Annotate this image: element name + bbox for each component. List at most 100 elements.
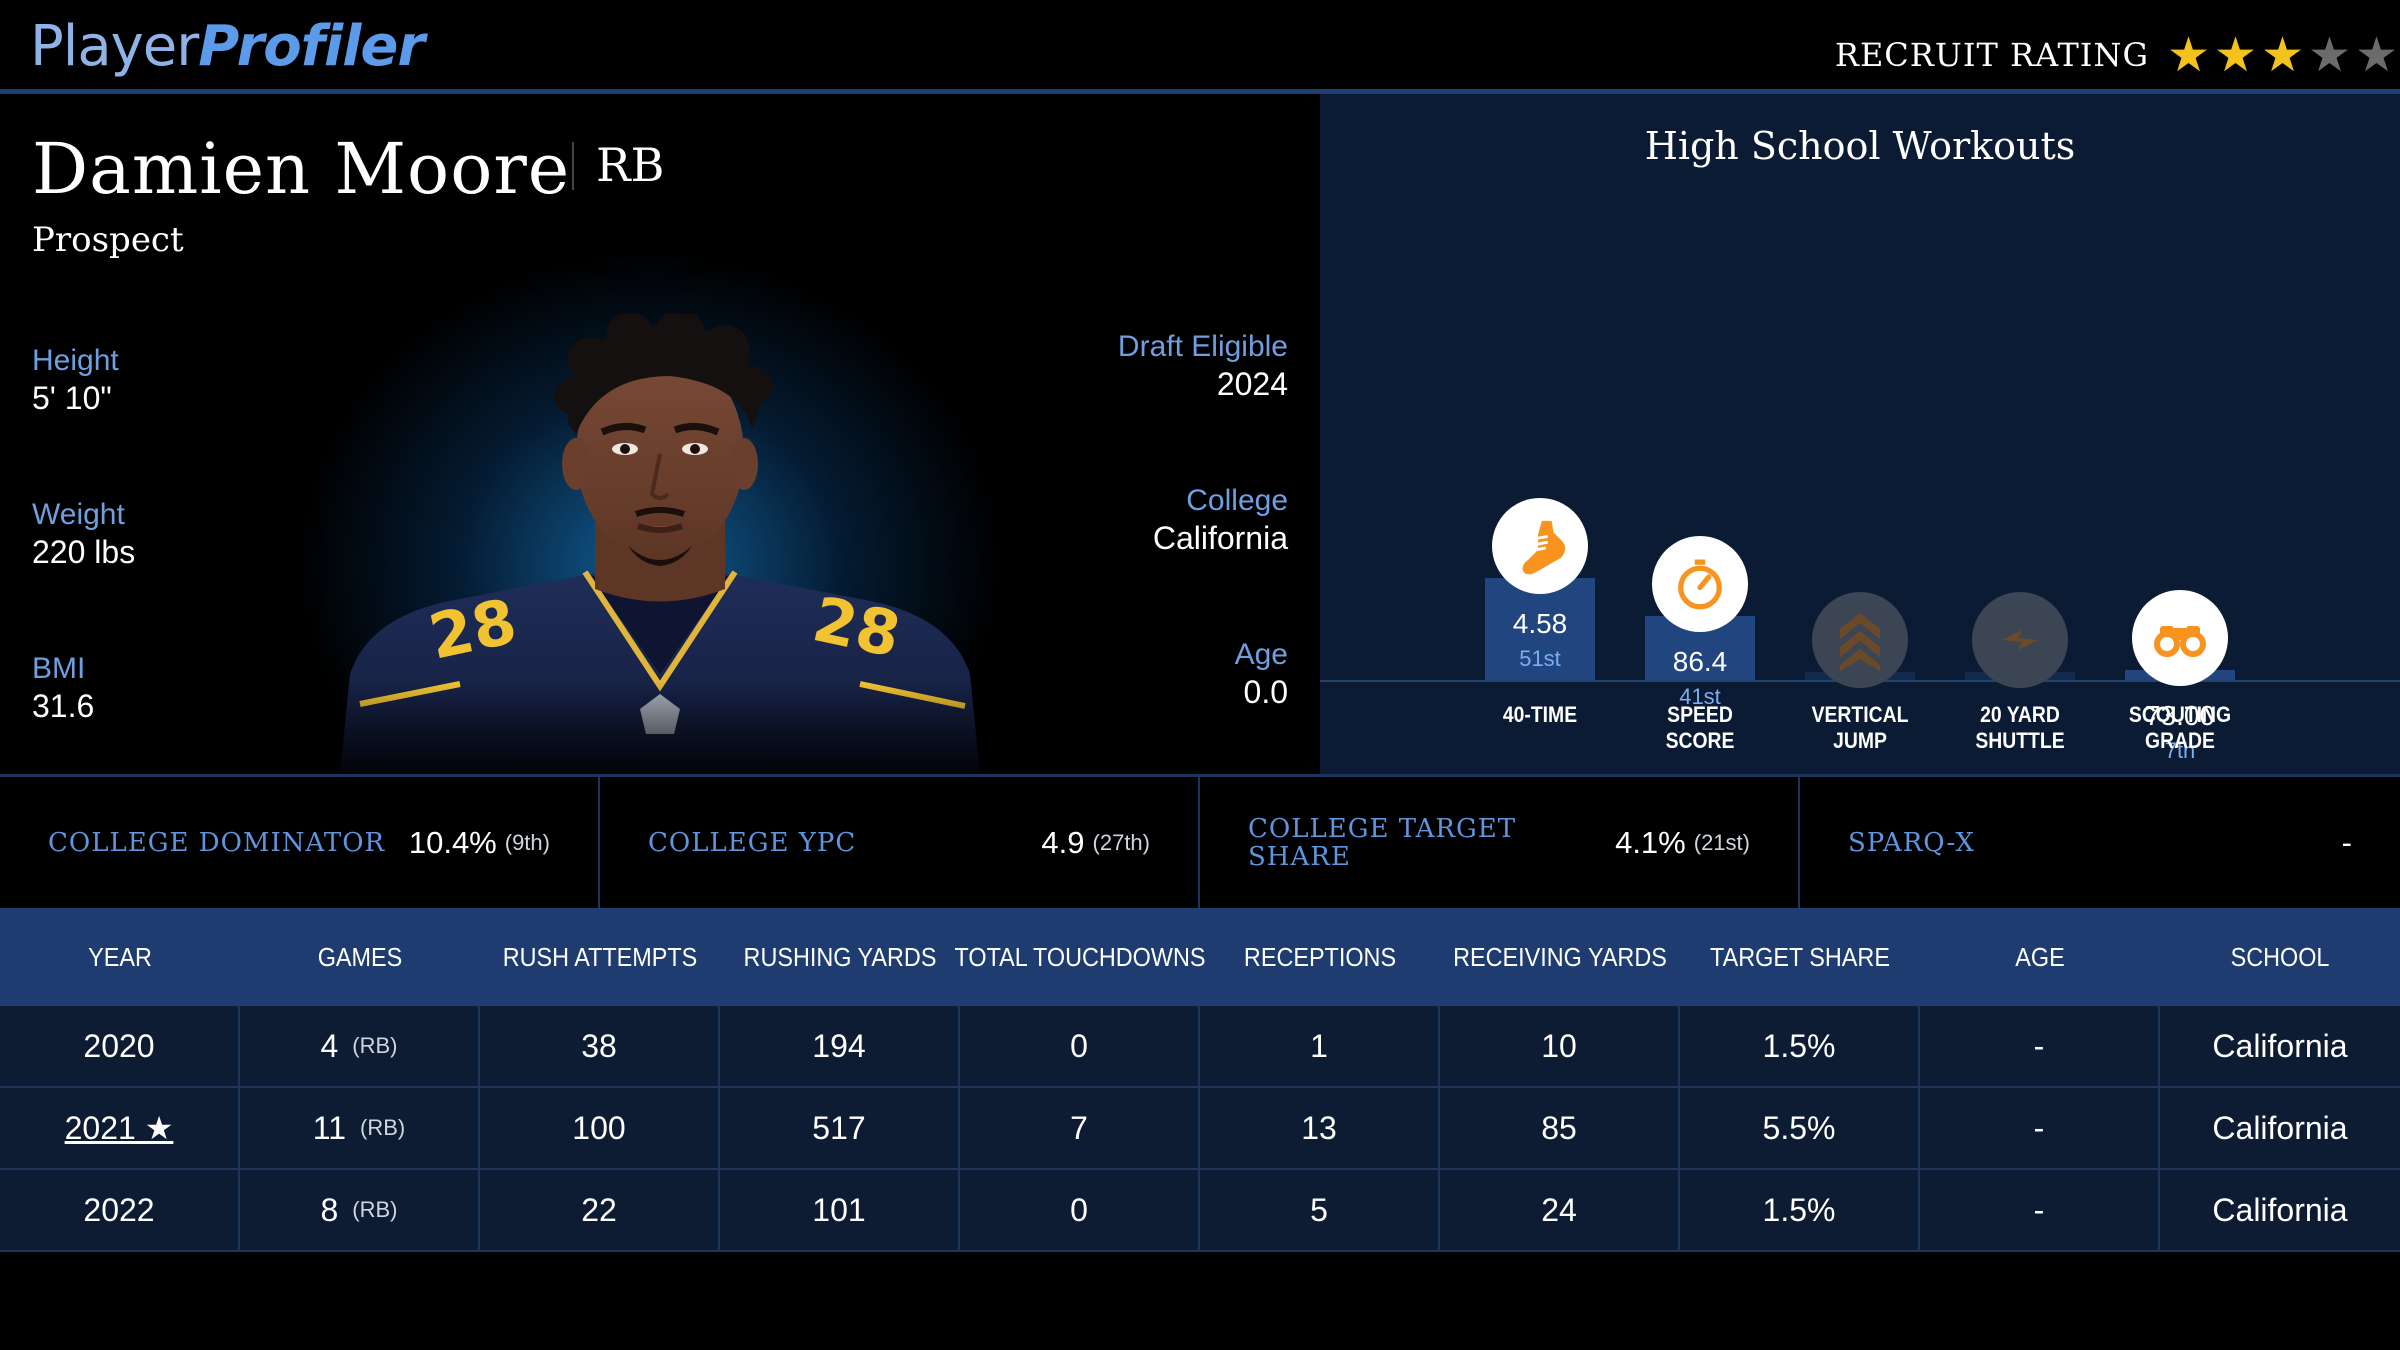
bmi-label: BMI [32,652,86,685]
cell-value: 2022 [83,1191,155,1228]
cell-value[interactable]: 2021 ★ [64,1110,174,1146]
cell-age: - [1920,1170,2160,1250]
workout-rank: 51st [1519,646,1561,671]
star-empty-icon: ★ [2354,27,2399,83]
cell-value: California [2212,1109,2348,1146]
cell-games: 8 (RB) [240,1170,480,1250]
cell-value: 1 [1310,1027,1328,1064]
player-status: Prospect [32,220,184,260]
metric-label: COLLEGE YPC [648,827,857,858]
site-logo[interactable]: PlayerProfiler [30,14,425,79]
cell-value: 10 [1541,1027,1577,1064]
cell-value: 85 [1541,1109,1577,1146]
workout-label-line1: VERTICAL [1811,702,1909,727]
recruit-rating-label: RECRUIT RATING [1834,36,2149,74]
cell-value: 22 [581,1191,617,1228]
weight-value: 220 lbs [32,534,136,570]
name-divider [572,142,574,190]
header-divider [0,89,2400,94]
metric-value: 10.4% (9th) [409,777,550,908]
cell-games-position: (RB) [360,1115,406,1140]
metric-value: 4.1% (21st) [1615,777,1750,908]
workout-label: VERTICAL JUMP [1790,702,1931,754]
workout-rank: 7th [2164,738,2196,763]
age-value: 0.0 [1243,674,1288,710]
cell-value: 100 [572,1109,626,1146]
column-header[interactable]: RUSH ATTEMPTS [502,941,698,972]
workout-label-line2: JUMP [1833,728,1887,753]
cell-rec: 1 [1200,1006,1440,1086]
metric-sparq-x: SPARQ-X - [1800,777,2400,908]
cell-target-share: 1.5% [1680,1006,1920,1086]
column-header[interactable]: RECEPTIONS [1243,941,1397,972]
cell-games: 4 (RB) [240,1006,480,1086]
player-profile-panel: Damien Moore RB Prospect Height 5' 10" W… [0,94,1320,774]
cell-rush-yds: 194 [720,1006,960,1086]
column-header[interactable]: YEAR [88,941,152,972]
cell-rush-att: 22 [480,1170,720,1250]
metric-rank: (9th) [504,829,550,855]
star-filled-icon: ★ [2166,27,2211,83]
cell-year: 2020 [0,1006,240,1086]
logo-text-profiler: Profiler [198,14,425,79]
cell-value: 1.5% [1762,1027,1836,1064]
running-shoe-icon [1492,498,1588,594]
cell-value: 38 [581,1027,617,1064]
metric-rank: (27th) [1092,829,1150,855]
star-empty-icon: ★ [2307,27,2352,83]
column-header[interactable]: GAMES [317,941,403,972]
cell-value: 1.5% [1762,1191,1836,1228]
cell-school: California [2160,1088,2400,1168]
height-label: Height [32,344,119,377]
cell-value: 13 [1301,1109,1337,1146]
metric-college-ypc: COLLEGE YPC 4.9 (27th) [600,777,1200,908]
table-row: 2020 4 (RB) 38 194 0 1 10 1.5% - California [0,1006,2400,1088]
cell-rush-yds: 101 [720,1170,960,1250]
column-header[interactable]: TARGET SHARE [1710,941,1890,972]
cell-td: 0 [960,1006,1200,1086]
workout-label: SPEED SCORE [1630,702,1771,754]
metric-value: - [2342,777,2352,908]
lightning-icon [1972,592,2068,688]
workout-label: SCOUTING GRADE [2110,702,2251,754]
workout-label-line2: SHUTTLE [1975,728,2065,753]
star-filled-icon: ★ [2260,27,2305,83]
draft-eligible-value: 2024 [1216,366,1288,402]
stopwatch-icon [1652,536,1748,632]
metric-label: SPARQ-X [1848,827,1975,858]
metric-value: 4.9 (27th) [1041,777,1150,908]
cell-games: 11 (RB) [240,1088,480,1168]
column-header[interactable]: RECEIVING YARDS [1453,941,1667,972]
cell-age: - [1920,1088,2160,1168]
cell-value: 4 [320,1027,339,1064]
cell-value: - [2033,1191,2045,1228]
cell-rush-yds: 517 [720,1088,960,1168]
workout-label-line1: 20 YARD [1980,702,2060,727]
cell-rec-yds: 24 [1440,1170,1680,1250]
column-header[interactable]: RUSHING YARDS [743,941,937,972]
workout-label-line1: SPEED [1667,702,1733,727]
column-header[interactable]: SCHOOL [2230,941,2330,972]
cell-value: California [2212,1027,2348,1064]
cell-school: California [2160,1170,2400,1250]
workout-bar-running-shoe [1485,578,1595,680]
college-metrics-strip: COLLEGE DOMINATOR 10.4% (9th) COLLEGE YPC 4.… [0,774,2400,908]
cell-value: 101 [812,1191,866,1228]
cell-value: 2020 [83,1027,155,1064]
cell-age: - [1920,1006,2160,1086]
cell-target-share: 5.5% [1680,1088,1920,1168]
table-row: 2022 8 (RB) 22 101 0 5 24 1.5% - California [0,1170,2400,1252]
workout-label-line2: SCORE [1665,728,1735,753]
workouts-title: High School Workouts [1644,124,2076,168]
table-header: YEAR GAMES RUSH ATTEMPTS RUSHING YARDS TOTAL… [0,908,2400,1006]
column-header[interactable]: AGE [2015,941,2065,972]
cell-value: 11 [312,1109,346,1146]
cell-value: 194 [812,1027,866,1064]
column-header[interactable]: TOTAL TOUCHDOWNS [954,941,1206,972]
player-position: RB [596,138,665,192]
recruit-stars: ★ ★ ★ ★ ★ [2165,31,2400,79]
cell-year[interactable]: 2021 ★ [0,1088,240,1168]
cell-value: California [2212,1191,2348,1228]
workout-value: 4.58 [1512,608,1568,639]
cell-value: 24 [1541,1191,1577,1228]
